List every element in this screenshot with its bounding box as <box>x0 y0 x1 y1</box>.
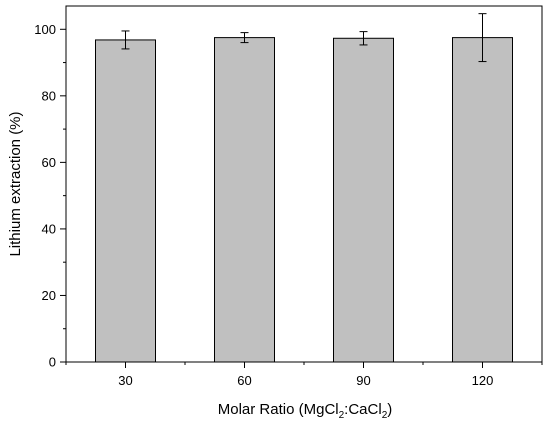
plot-area: 0 20 40 60 80 100 30 60 90 120 <box>34 5 543 388</box>
x-tick-label: 60 <box>237 373 251 388</box>
x-tick-label: 30 <box>118 373 132 388</box>
x-axis-title: Molar Ratio (MgCl2:CaCl2) <box>218 401 393 421</box>
y-tick-label: 40 <box>42 221 56 236</box>
x-tick-label: 120 <box>472 373 494 388</box>
bar <box>452 37 513 363</box>
bar <box>214 37 275 363</box>
bar <box>95 39 156 363</box>
y-tick-label: 0 <box>49 355 56 370</box>
y-tick-label: 60 <box>42 155 56 170</box>
y-tick-label: 100 <box>34 22 56 37</box>
bar <box>333 37 394 363</box>
y-tick-label: 80 <box>42 88 56 103</box>
y-axis-title: Lithium extraction (%) <box>7 111 24 256</box>
y-tick-label: 20 <box>42 288 56 303</box>
x-tick-label: 90 <box>356 373 370 388</box>
